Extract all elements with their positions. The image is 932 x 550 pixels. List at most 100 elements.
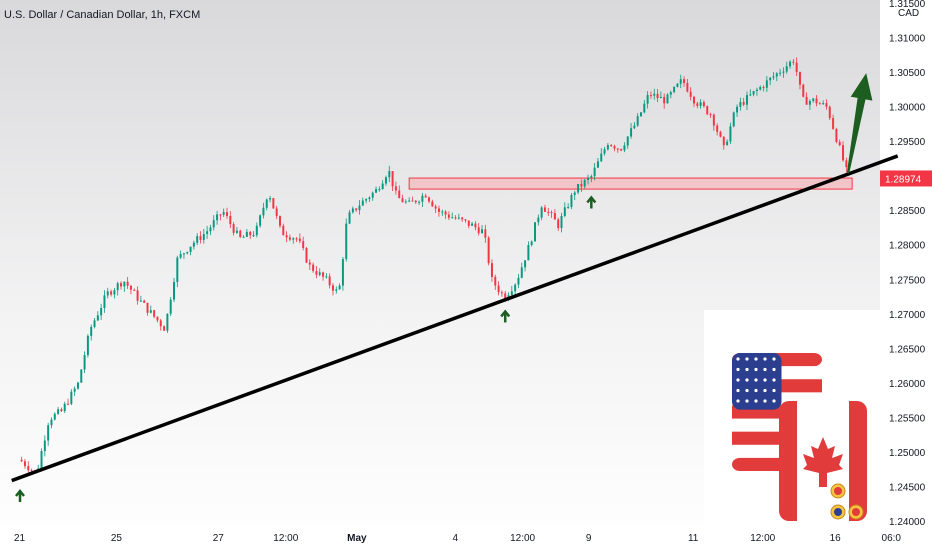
candle-body [335, 289, 338, 291]
candle-body [524, 260, 527, 268]
candle-body [255, 225, 258, 236]
canada-coin-icon [830, 483, 846, 499]
candle-body [371, 192, 374, 198]
candle [845, 157, 848, 173]
candle-body [40, 451, 43, 469]
candle-body [179, 254, 182, 258]
candle-body [583, 180, 586, 187]
candle [96, 311, 99, 322]
candle [789, 60, 792, 69]
candle-body [686, 82, 689, 92]
candle [570, 193, 573, 210]
candle [322, 271, 325, 281]
candle-body [500, 292, 503, 294]
time-tick-label: 16 [830, 533, 842, 544]
candle-body [514, 284, 517, 292]
candle-body [649, 95, 652, 97]
candle-body [812, 98, 815, 101]
candle-body [779, 72, 782, 74]
usa-coin-icon [830, 504, 846, 520]
candle-body [209, 227, 212, 232]
candle-body [116, 283, 119, 291]
price-tick-label: 1.27000 [889, 310, 926, 321]
candle [600, 148, 603, 162]
candle [358, 200, 361, 215]
candle-body [600, 153, 603, 162]
candle-body [146, 302, 149, 313]
candle [149, 305, 152, 314]
candle [835, 127, 838, 144]
candle-body [282, 225, 285, 236]
usa-flag-star [745, 388, 749, 393]
price-tick-label: 1.27500 [889, 275, 926, 286]
candle [563, 202, 566, 218]
candle-body [30, 470, 33, 472]
candle-body [487, 237, 490, 264]
usa-flag-star [736, 388, 740, 393]
candle-body [351, 208, 354, 213]
usa-flag-star [763, 388, 767, 393]
candle-body [156, 316, 159, 321]
candle [302, 236, 305, 251]
candle-body [325, 276, 328, 278]
chart-title: U.S. Dollar / Canadian Dollar, 1h, FXCM [4, 9, 201, 21]
candle [719, 130, 722, 138]
candle-body [504, 293, 507, 300]
candle-body [696, 103, 699, 106]
candle [583, 178, 586, 189]
candle [176, 255, 179, 288]
candle-body [120, 283, 123, 287]
candle [20, 456, 23, 462]
trendline [11, 154, 899, 483]
candle [649, 91, 652, 99]
candle-body [285, 235, 288, 238]
candle-body [567, 206, 570, 208]
price-axis-panel [880, 0, 932, 550]
candle [620, 148, 623, 152]
candle-body [673, 86, 676, 93]
candle [53, 412, 56, 421]
usa-flag-star [772, 388, 776, 393]
candle-body [252, 235, 255, 237]
candle-body [530, 241, 533, 245]
price-tick-label: 1.26500 [889, 344, 926, 355]
candle [497, 281, 500, 296]
candle-body [76, 382, 79, 389]
candle [43, 435, 46, 457]
candle [689, 87, 692, 101]
candle [437, 205, 440, 217]
candle-body [461, 217, 464, 220]
candle [216, 210, 219, 225]
candle-body [845, 160, 848, 168]
candle-body [669, 92, 672, 95]
candle [159, 318, 162, 331]
candle [464, 218, 467, 223]
candle [802, 83, 805, 98]
candle-body [113, 290, 116, 295]
candle-body [828, 106, 831, 119]
candle [40, 448, 43, 470]
candle-body [494, 276, 497, 286]
candle-body [467, 220, 470, 226]
candle [716, 123, 719, 136]
candle-body [742, 101, 745, 105]
candle-body [822, 103, 825, 105]
candle [83, 351, 86, 374]
pivot-up-arrow-icon [15, 489, 25, 503]
candle-body [345, 223, 348, 260]
candle [252, 231, 255, 237]
candle-body [63, 403, 66, 412]
candle-body [96, 315, 99, 321]
candle-body [43, 440, 46, 452]
candle-body [745, 95, 748, 105]
candle [269, 195, 272, 203]
candle [825, 99, 828, 110]
candle [686, 78, 689, 93]
time-tick-label: 12:00 [273, 533, 298, 544]
price-tick-label: 1.31500 [889, 0, 926, 10]
candle [133, 288, 136, 291]
candle [113, 288, 116, 299]
candle [318, 268, 321, 277]
candle [822, 100, 825, 105]
